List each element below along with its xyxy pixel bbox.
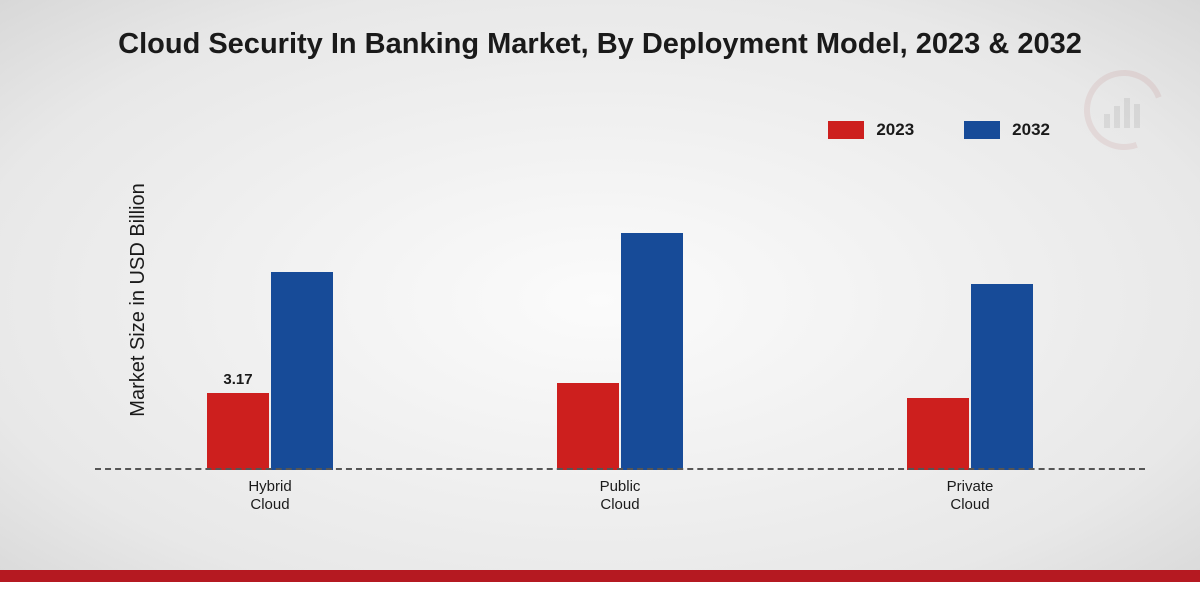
bar-groups: 3.17Hybrid Cloud Public Cloud Private Clou…: [95, 180, 1145, 470]
legend: 2023 2032: [828, 120, 1050, 140]
legend-item-2023: 2023: [828, 120, 914, 140]
bar-2023: [907, 398, 969, 471]
chart-title: Cloud Security In Banking Market, By Dep…: [0, 28, 1200, 61]
bars-pair: 3.17: [207, 180, 333, 470]
watermark-logo: [1084, 70, 1164, 150]
legend-label: 2032: [1012, 120, 1050, 140]
legend-label: 2023: [876, 120, 914, 140]
bar-group: Private Cloud: [834, 180, 1107, 470]
footer-bar: [0, 570, 1200, 600]
category-label: Hybrid Cloud: [134, 478, 407, 514]
category-label: Private Cloud: [834, 478, 1107, 514]
bar-value-label: 3.17: [223, 371, 252, 388]
bar-2032: [271, 272, 333, 470]
bar-2023: 3.17: [207, 393, 269, 470]
legend-swatch: [964, 121, 1000, 139]
bar-group: 3.17Hybrid Cloud: [134, 180, 407, 470]
legend-item-2032: 2032: [964, 120, 1050, 140]
chart-area: 3.17Hybrid Cloud Public Cloud Private Clou…: [95, 180, 1145, 470]
bar-2032: [971, 284, 1033, 470]
legend-swatch: [828, 121, 864, 139]
baseline: [95, 468, 1145, 470]
watermark-bars: [1104, 98, 1140, 128]
bar-2023: [557, 383, 619, 470]
bars-pair: [907, 180, 1033, 470]
bar-group: Public Cloud: [484, 180, 757, 470]
bar-2032: [621, 233, 683, 470]
bars-pair: [557, 180, 683, 470]
category-label: Public Cloud: [484, 478, 757, 514]
